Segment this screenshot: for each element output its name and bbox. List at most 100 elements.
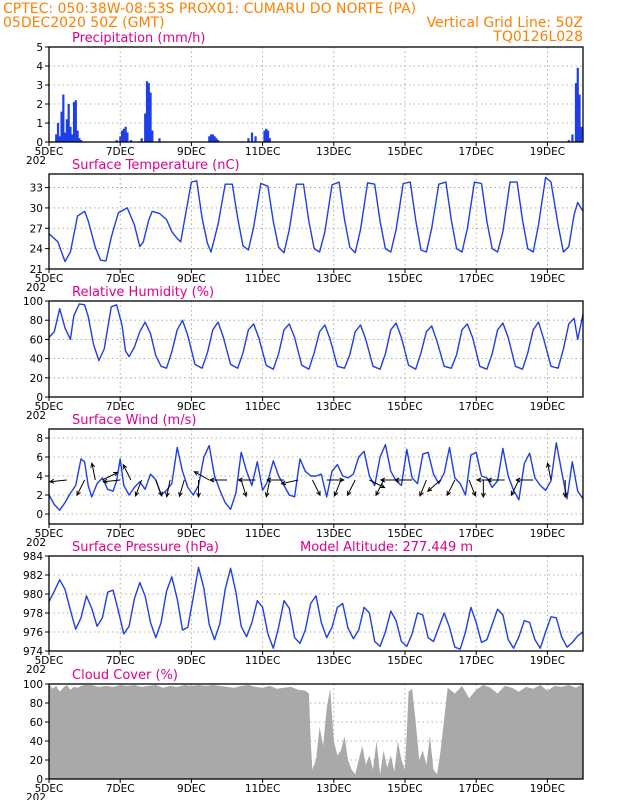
wind-ytick-label: 2: [36, 490, 43, 502]
precip-bar: [263, 130, 266, 142]
wind-arrow-head: [339, 477, 345, 483]
wind-xtick-label: 13DEC: [316, 528, 351, 540]
precipitation-frame: [48, 46, 584, 143]
wind-ytick-label: 4: [36, 471, 43, 483]
cloud-frame: [48, 683, 584, 780]
wind-arrow-head: [193, 471, 199, 476]
cloud-ytick-label: 0: [36, 774, 43, 786]
wind-arrow-head: [471, 491, 477, 497]
humidity-ytick-label: 0: [36, 392, 43, 404]
wind-year-stub: 202: [26, 537, 46, 549]
precip-bar: [580, 126, 583, 142]
cloud-year-stub: 202: [26, 792, 46, 800]
humidity-ytick-label: 60: [30, 334, 43, 346]
wind-arrow: [375, 479, 385, 496]
panel-humidity: 0 20 40 60 80 100 5DEC 7DEC 9DEC 11DEC 13DEC 15DEC 1…: [23, 285, 584, 422]
precip-bar: [266, 130, 270, 142]
humidity-ytick-label: 20: [30, 373, 43, 385]
wind-arrow-head: [375, 490, 380, 497]
wind-ytick-label: 8: [36, 433, 43, 445]
wind-arrow-head: [426, 486, 433, 492]
header-model: TQ0126L028: [492, 29, 583, 45]
precip-bar: [69, 126, 72, 142]
pressure-annotation: Model Altitude: 277.449 m: [300, 540, 473, 555]
precip-bar: [71, 134, 74, 142]
wind-arrow: [446, 479, 456, 496]
pressure-ytick-label: 980: [23, 589, 43, 601]
wind-arrow-head: [393, 477, 400, 483]
wind-arrow: [369, 479, 385, 489]
pressure-xtick-label: 11DEC: [245, 655, 280, 667]
wind-arrow-head: [333, 491, 339, 497]
wind-arrow: [135, 479, 143, 497]
wind-arrow: [334, 479, 342, 496]
pressure-ytick-label: 984: [23, 551, 43, 563]
precipitation-ytick-label: 5: [36, 42, 43, 54]
precip-bar: [126, 132, 129, 142]
precipitation-ytick-label: 3: [36, 80, 43, 92]
precipitation-xtick-label: 19DEC: [530, 146, 565, 158]
precip-bar: [567, 140, 570, 142]
temperature-xtick-label: 7DEC: [106, 273, 135, 285]
precip-bar: [147, 83, 150, 142]
wind-arrow-head: [90, 462, 96, 468]
pressure-ytick-label: 974: [23, 646, 43, 658]
cloud-ytick-label: 80: [30, 698, 43, 710]
wind-arrow-head: [446, 490, 452, 497]
wind-arrow: [166, 479, 171, 497]
humidity-xtick-label: 7DEC: [106, 401, 135, 413]
precip-bar: [65, 119, 68, 142]
precip-bar: [574, 83, 578, 142]
wind-arrow-head: [562, 492, 568, 499]
wind-arrow-head: [242, 491, 248, 498]
wind-ytick-label: 0: [36, 509, 43, 521]
precip-bar: [129, 140, 133, 142]
temperature-ytick-label: 33: [30, 183, 43, 195]
wind-xtick-label: 17DEC: [458, 528, 493, 540]
precip-bar: [56, 123, 60, 142]
precipitation-xtick-label: 17DEC: [458, 146, 493, 158]
cloud-xtick-label: 9DEC: [177, 783, 206, 795]
panel-wind: 0 2 4 6 8 5DEC 7DEC 9DEC 11DEC 13DEC 15DEC 17DEC 19D…: [26, 413, 584, 549]
humidity-xtick-label: 11DEC: [245, 401, 280, 413]
wind-arrow-head: [515, 477, 521, 483]
precip-bar: [122, 128, 125, 142]
temperature-ytick-label: 30: [30, 203, 43, 215]
cloud-ytick-label: 20: [30, 755, 43, 767]
humidity-xtick-label: 17DEC: [458, 401, 493, 413]
pressure-xtick-label: 7DEC: [106, 655, 135, 667]
wind-arrow: [419, 479, 427, 496]
wind-arrow-head: [419, 491, 424, 497]
precip-bar: [115, 140, 118, 142]
wind-arrow: [311, 479, 321, 496]
precip-bar: [64, 132, 67, 142]
wind-arrow-head: [546, 462, 551, 468]
humidity-ytick-label: 80: [30, 315, 43, 327]
panel-pressure: 974 976 978 980 982 984 5DEC 7DEC 9DEC 11DEC 13DEC…: [23, 540, 584, 676]
precipitation-xtick-label: 15DEC: [387, 146, 422, 158]
pressure-title: Surface Pressure (hPa): [72, 540, 219, 555]
wind-arrow-head: [264, 492, 270, 498]
precip-bar: [58, 136, 61, 142]
humidity-xtick-label: 15DEC: [387, 401, 422, 413]
panel-temperature: 21 24 27 30 33 5DEC 7DEC 9DEC 11DEC 13DEC 15DEC 17D…: [26, 158, 584, 294]
wind-arrow-head: [165, 492, 170, 498]
wind-arrow-head: [134, 491, 140, 497]
precip-bar: [576, 67, 579, 142]
wind-xtick-label: 9DEC: [177, 528, 206, 540]
wind-arrow-head: [102, 478, 108, 484]
header-date: 05DEC2020 50Z (GMT): [3, 15, 165, 31]
precip-bar: [247, 138, 250, 142]
wind-arrow-head: [316, 490, 321, 497]
precipitation-xtick-label: 13DEC: [316, 146, 351, 158]
temperature-xtick-label: 15DEC: [387, 273, 422, 285]
pressure-xtick-label: 9DEC: [177, 655, 206, 667]
humidity-title: Relative Humidity (%): [72, 285, 214, 300]
temperature-xtick-label: 11DEC: [245, 273, 280, 285]
temperature-year-stub: 202: [26, 282, 46, 294]
temperature-ytick-label: 24: [30, 244, 44, 256]
precip-bar: [55, 134, 58, 142]
precip-bar: [254, 136, 257, 142]
precip-bar: [67, 104, 70, 142]
